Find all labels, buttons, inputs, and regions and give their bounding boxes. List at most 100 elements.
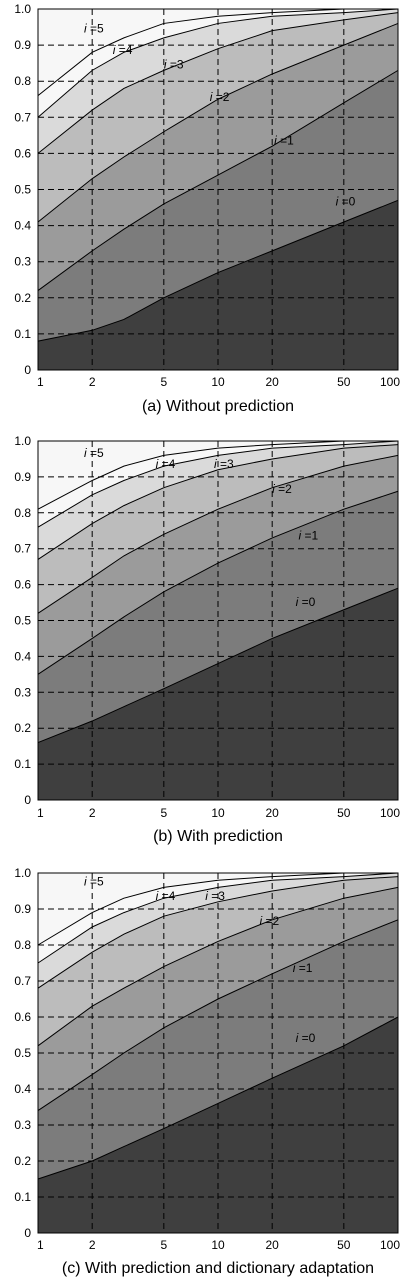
y-tick-label: 0 <box>24 1226 31 1240</box>
x-tick-label: 20 <box>266 806 280 820</box>
x-tick-label: 5 <box>160 1238 167 1252</box>
y-tick-label: 0.3 <box>14 255 31 269</box>
y-tick-label: 1.0 <box>14 866 31 880</box>
y-tick-label: 0.3 <box>14 685 31 699</box>
curve-label-0: i =5 <box>84 446 104 460</box>
series-line-2 <box>37 886 399 1047</box>
y-tick-label: 0 <box>24 793 31 807</box>
x-tick-label: 10 <box>211 375 225 389</box>
curve-label-0: i =5 <box>84 875 104 889</box>
chart-panel-0: 0 0.1 0.2 0.3 0.4 0.5 0.6 0.7 0.8 0.9 1.0 1 2 5 10 20 50… <box>14 2 400 415</box>
y-tick-label: 0.8 <box>14 506 31 520</box>
series-line-1 <box>37 490 399 675</box>
x-tick-label: 10 <box>211 1238 225 1252</box>
chart-panel-1: 0 0.1 0.2 0.3 0.4 0.5 0.6 0.7 0.8 0.9 1.0 1 2 5 10 20 50… <box>14 434 400 845</box>
curve-label-2: i =3 <box>164 58 184 72</box>
y-tick-label: 0.1 <box>14 757 31 771</box>
curve-label-4: i =1 <box>298 529 318 543</box>
x-tick-label: 2 <box>89 806 96 820</box>
curve-label-3: i =2 <box>272 482 292 496</box>
x-tick-label: 50 <box>337 375 351 389</box>
y-tick-label: 0.1 <box>14 1190 31 1204</box>
x-tick-label: 10 <box>211 806 225 820</box>
chart-caption: (a) Without prediction <box>142 398 294 415</box>
y-tick-label: 0.2 <box>14 721 31 735</box>
y-tick-label: 1.0 <box>14 2 31 16</box>
chart-caption: (c) With prediction and dictionary adapt… <box>62 1260 374 1277</box>
plot-frame <box>37 872 399 1234</box>
plot-frame <box>37 440 399 801</box>
curve-label-4: i =1 <box>274 133 294 147</box>
x-tick-label: 1 <box>37 1238 44 1252</box>
curve-label-1: i =4 <box>156 889 176 903</box>
y-tick-label: 0.4 <box>14 1082 31 1096</box>
y-tick-label: 0.5 <box>14 183 31 197</box>
series-line-5 <box>37 8 398 97</box>
chart-caption: (b) With prediction <box>153 828 283 845</box>
series-line-0 <box>37 1016 399 1180</box>
y-tick-label: 0.8 <box>14 938 31 952</box>
y-tick-label: 0.5 <box>14 614 31 628</box>
series-line-4 <box>37 440 399 528</box>
curve-label-5: i =0 <box>336 195 356 209</box>
curve-label-3: i =2 <box>259 914 279 928</box>
x-tick-label: 1 <box>37 806 44 820</box>
y-tick-label: 0.9 <box>14 38 31 52</box>
curve-label-4: i =1 <box>293 961 313 975</box>
y-tick-label: 0.6 <box>14 1010 31 1024</box>
x-tick-label: 50 <box>337 806 351 820</box>
y-tick-label: 0.2 <box>14 291 31 305</box>
y-tick-label: 0.7 <box>14 974 31 988</box>
y-tick-label: 1.0 <box>14 434 31 448</box>
series-line-2 <box>37 454 399 614</box>
curve-label-5: i =0 <box>296 595 316 609</box>
plot-frame <box>37 8 399 371</box>
y-tick-label: 0.9 <box>14 902 31 916</box>
x-tick-label: 2 <box>89 1238 96 1252</box>
y-tick-label: 0.6 <box>14 578 31 592</box>
y-tick-label: 0.4 <box>14 649 31 663</box>
series-line-0 <box>37 199 399 342</box>
x-tick-label: 5 <box>160 375 167 389</box>
y-tick-label: 0.7 <box>14 110 31 124</box>
y-tick-label: 0 <box>24 363 31 377</box>
y-tick-label: 0.1 <box>14 327 31 341</box>
x-tick-label: 100 <box>380 1238 400 1252</box>
series-band-base <box>38 200 398 370</box>
x-tick-label: 100 <box>380 806 400 820</box>
series-line-1 <box>37 919 399 1112</box>
curve-label-5: i =0 <box>296 1031 316 1045</box>
y-tick-label: 0.3 <box>14 1118 31 1132</box>
series-line-4 <box>37 872 399 964</box>
series-line-3 <box>37 444 399 560</box>
curve-label-2: i =3 <box>205 889 225 903</box>
series-line-0 <box>37 587 399 744</box>
curve-label-1: i =4 <box>113 43 133 57</box>
series-line-4 <box>37 8 399 118</box>
curve-label-1: i =4 <box>156 457 176 471</box>
y-tick-label: 0.5 <box>14 1046 31 1060</box>
y-tick-label: 0.8 <box>14 74 31 88</box>
series-line-2 <box>37 22 399 223</box>
y-tick-label: 0.6 <box>14 146 31 160</box>
y-tick-label: 0.4 <box>14 219 31 233</box>
x-tick-label: 2 <box>89 375 96 389</box>
x-tick-label: 20 <box>266 1238 280 1252</box>
x-tick-label: 100 <box>380 375 400 389</box>
x-tick-label: 20 <box>266 375 280 389</box>
x-tick-label: 1 <box>37 375 44 389</box>
x-tick-label: 50 <box>337 1238 351 1252</box>
y-tick-label: 0.2 <box>14 1154 31 1168</box>
y-tick-label: 0.7 <box>14 542 31 556</box>
curve-label-3: i =2 <box>210 90 230 104</box>
curve-label-0: i =5 <box>84 21 104 35</box>
curve-label-2: i =3 <box>214 457 234 471</box>
y-tick-label: 0.9 <box>14 470 31 484</box>
x-tick-label: 5 <box>160 806 167 820</box>
series-line-5 <box>37 440 398 510</box>
series-line-5 <box>37 872 398 946</box>
chart-panel-2: 0 0.1 0.2 0.3 0.4 0.5 0.6 0.7 0.8 0.9 1.0 1 2 5 10 20 50… <box>14 866 400 1277</box>
series-line-3 <box>37 12 399 154</box>
